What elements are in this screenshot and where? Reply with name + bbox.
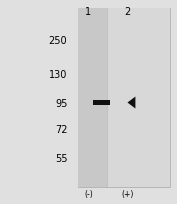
Text: 130: 130 [49,70,67,79]
Bar [93,100,110,106]
Text: 1: 1 [85,7,92,17]
Text: (-): (-) [84,189,93,198]
Bar [107,9,170,187]
Text: 55: 55 [55,153,67,163]
Bar [78,9,170,187]
Text: 2: 2 [124,7,131,17]
Text: 72: 72 [55,125,67,134]
Text: 95: 95 [55,98,67,108]
Bar [78,9,107,187]
Text: 250: 250 [49,36,67,46]
Polygon shape [127,97,135,109]
Text: (+): (+) [121,189,134,198]
